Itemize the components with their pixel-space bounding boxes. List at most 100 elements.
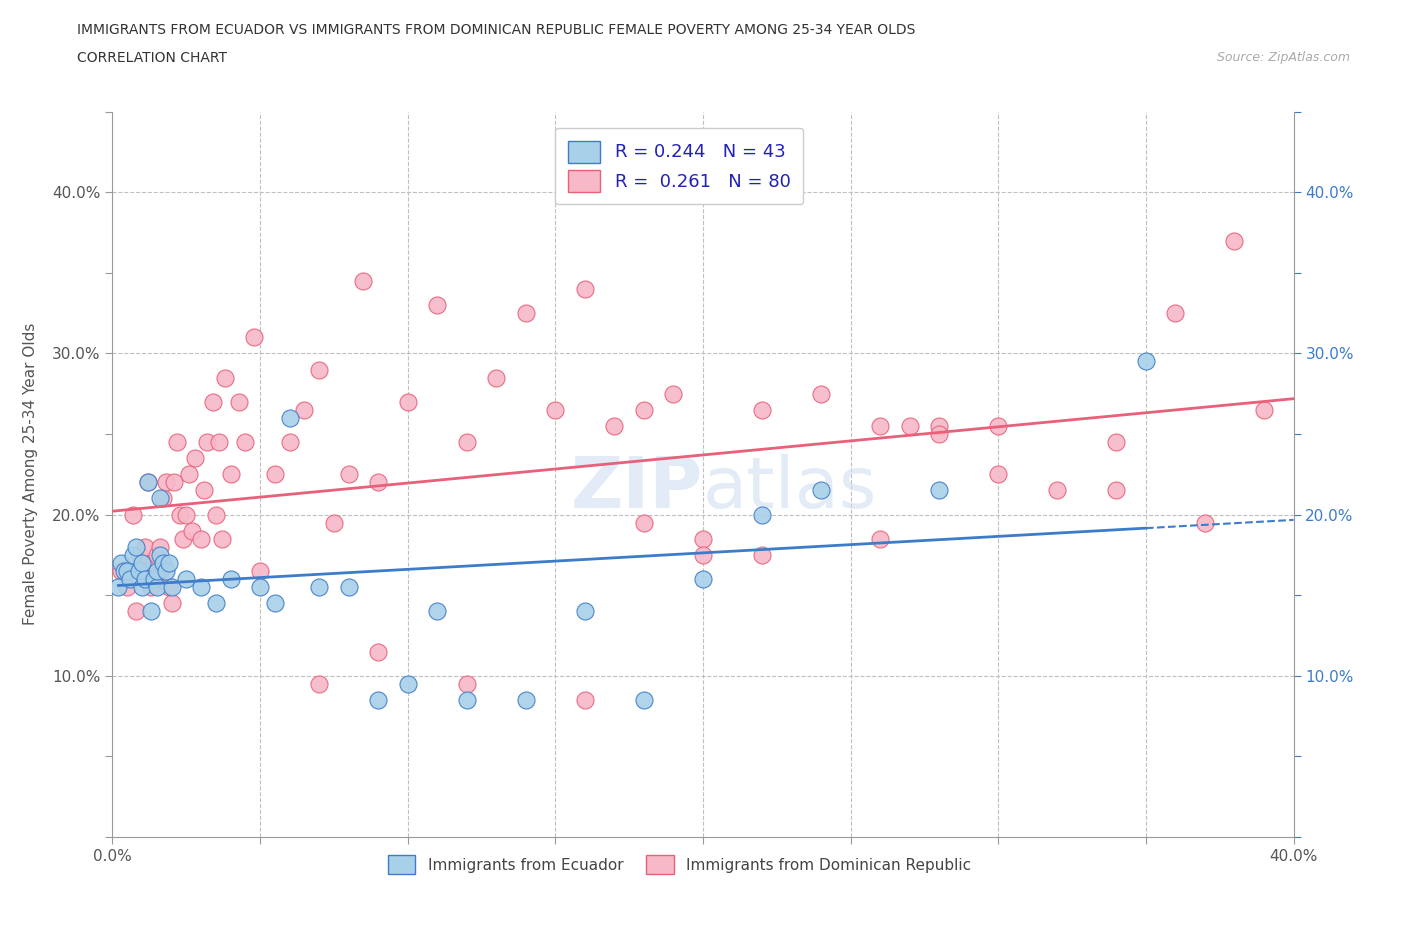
Point	[146, 548, 169, 563]
Point	[155, 564, 177, 578]
Text: IMMIGRANTS FROM ECUADOR VS IMMIGRANTS FROM DOMINICAN REPUBLIC FEMALE POVERTY AMO: IMMIGRANTS FROM ECUADOR VS IMMIGRANTS FR…	[77, 23, 915, 37]
Point	[278, 434, 301, 449]
Point	[603, 418, 626, 433]
Point	[249, 579, 271, 594]
Point	[323, 515, 346, 530]
Point	[205, 596, 228, 611]
Point	[1223, 233, 1246, 248]
Point	[249, 564, 271, 578]
Point	[633, 515, 655, 530]
Point	[152, 491, 174, 506]
Point	[898, 418, 921, 433]
Point	[120, 572, 142, 587]
Point	[1135, 354, 1157, 369]
Point	[662, 386, 685, 401]
Point	[456, 434, 478, 449]
Point	[352, 273, 374, 288]
Point	[107, 579, 129, 594]
Point	[515, 306, 537, 321]
Point	[181, 524, 204, 538]
Point	[128, 564, 150, 578]
Point	[131, 579, 153, 594]
Point	[928, 483, 950, 498]
Point	[214, 370, 236, 385]
Point	[308, 362, 330, 377]
Point	[152, 555, 174, 570]
Point	[574, 282, 596, 297]
Point	[112, 564, 135, 578]
Text: CORRELATION CHART: CORRELATION CHART	[77, 51, 228, 65]
Point	[692, 531, 714, 546]
Point	[155, 475, 177, 490]
Point	[751, 403, 773, 418]
Point	[117, 564, 138, 578]
Point	[146, 564, 169, 578]
Point	[456, 693, 478, 708]
Point	[485, 370, 508, 385]
Point	[1105, 483, 1128, 498]
Point	[396, 394, 419, 409]
Point	[146, 579, 169, 594]
Point	[163, 475, 186, 490]
Point	[633, 403, 655, 418]
Point	[751, 548, 773, 563]
Point	[134, 539, 156, 554]
Point	[367, 693, 389, 708]
Point	[149, 539, 172, 554]
Point	[367, 475, 389, 490]
Point	[633, 693, 655, 708]
Point	[1046, 483, 1069, 498]
Point	[1105, 434, 1128, 449]
Point	[692, 548, 714, 563]
Point	[122, 548, 145, 563]
Point	[136, 475, 159, 490]
Point	[987, 467, 1010, 482]
Point	[131, 564, 153, 578]
Point	[264, 596, 287, 611]
Legend: Immigrants from Ecuador, Immigrants from Dominican Republic: Immigrants from Ecuador, Immigrants from…	[381, 849, 977, 880]
Point	[292, 403, 315, 418]
Point	[122, 507, 145, 522]
Point	[157, 579, 180, 594]
Point	[869, 531, 891, 546]
Point	[751, 507, 773, 522]
Text: Source: ZipAtlas.com: Source: ZipAtlas.com	[1216, 51, 1350, 64]
Point	[1164, 306, 1187, 321]
Point	[149, 548, 172, 563]
Point	[219, 572, 242, 587]
Point	[211, 531, 233, 546]
Point	[544, 403, 567, 418]
Point	[142, 555, 165, 570]
Point	[169, 507, 191, 522]
Point	[515, 693, 537, 708]
Y-axis label: Female Poverty Among 25-34 Year Olds: Female Poverty Among 25-34 Year Olds	[24, 323, 38, 626]
Point	[117, 579, 138, 594]
Point	[869, 418, 891, 433]
Point	[149, 491, 172, 506]
Point	[426, 298, 449, 312]
Point	[160, 596, 183, 611]
Point	[928, 427, 950, 442]
Point	[125, 539, 148, 554]
Point	[136, 475, 159, 490]
Point	[205, 507, 228, 522]
Point	[1194, 515, 1216, 530]
Point	[142, 572, 165, 587]
Point	[692, 572, 714, 587]
Point	[264, 467, 287, 482]
Point	[190, 579, 212, 594]
Point	[228, 394, 250, 409]
Point	[110, 564, 132, 578]
Point	[426, 604, 449, 618]
Point	[195, 434, 218, 449]
Point	[174, 572, 197, 587]
Point	[810, 483, 832, 498]
Point	[456, 676, 478, 691]
Point	[1253, 403, 1275, 418]
Point	[243, 330, 266, 345]
Point	[139, 604, 162, 618]
Point	[179, 467, 201, 482]
Text: ZIP: ZIP	[571, 455, 703, 524]
Point	[928, 418, 950, 433]
Point	[160, 579, 183, 594]
